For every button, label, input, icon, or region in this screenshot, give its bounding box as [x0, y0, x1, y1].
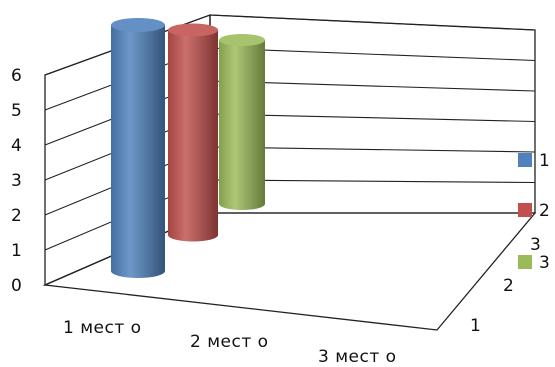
bar-body: [219, 40, 265, 210]
chart-bars: [111, 18, 265, 278]
y-tick-label: 2: [11, 206, 22, 226]
depth-tick-label: 2: [503, 276, 514, 296]
y-axis-ticks: 0 1 2 3 4 5 6: [11, 66, 22, 296]
bar-series-3: [219, 34, 265, 210]
legend-item-3: 3: [518, 253, 550, 273]
y-tick-label: 3: [11, 171, 22, 191]
y-tick-label: 1: [11, 241, 22, 261]
legend-label: 2: [539, 201, 550, 221]
legend-swatch: [518, 255, 532, 269]
legend-swatch: [518, 153, 532, 167]
x-axis-categories: 1 мест о 2 мест о 3 мест о: [63, 318, 397, 367]
depth-tick-label: 1: [470, 316, 481, 336]
legend-item-1: 1: [518, 151, 550, 171]
depth-tick-label: 3: [530, 235, 541, 255]
chart-legend: 1 2 3: [518, 151, 550, 273]
category-label: 1 мест о: [63, 318, 142, 338]
legend-item-2: 2: [518, 201, 550, 221]
y-tick-label: 4: [11, 136, 22, 156]
legend-label: 3: [539, 253, 550, 273]
category-label: 3 мест о: [318, 347, 397, 367]
depth-axis-ticks: 1 2 3: [470, 235, 541, 336]
category-label: 2 мест о: [190, 332, 269, 352]
legend-swatch: [518, 203, 532, 217]
y-tick-label: 6: [11, 66, 22, 86]
bar-top: [168, 23, 218, 37]
legend-label: 1: [539, 151, 550, 171]
gridline: [44, 14, 536, 76]
bar-series-1: [111, 18, 165, 278]
bar-body: [168, 30, 218, 242]
bar-top: [111, 18, 165, 32]
y-tick-label: 0: [11, 276, 22, 296]
bar-top: [219, 34, 265, 46]
bar-body: [111, 25, 165, 278]
y-tick-label: 5: [11, 101, 22, 121]
bar-series-2: [168, 23, 218, 242]
